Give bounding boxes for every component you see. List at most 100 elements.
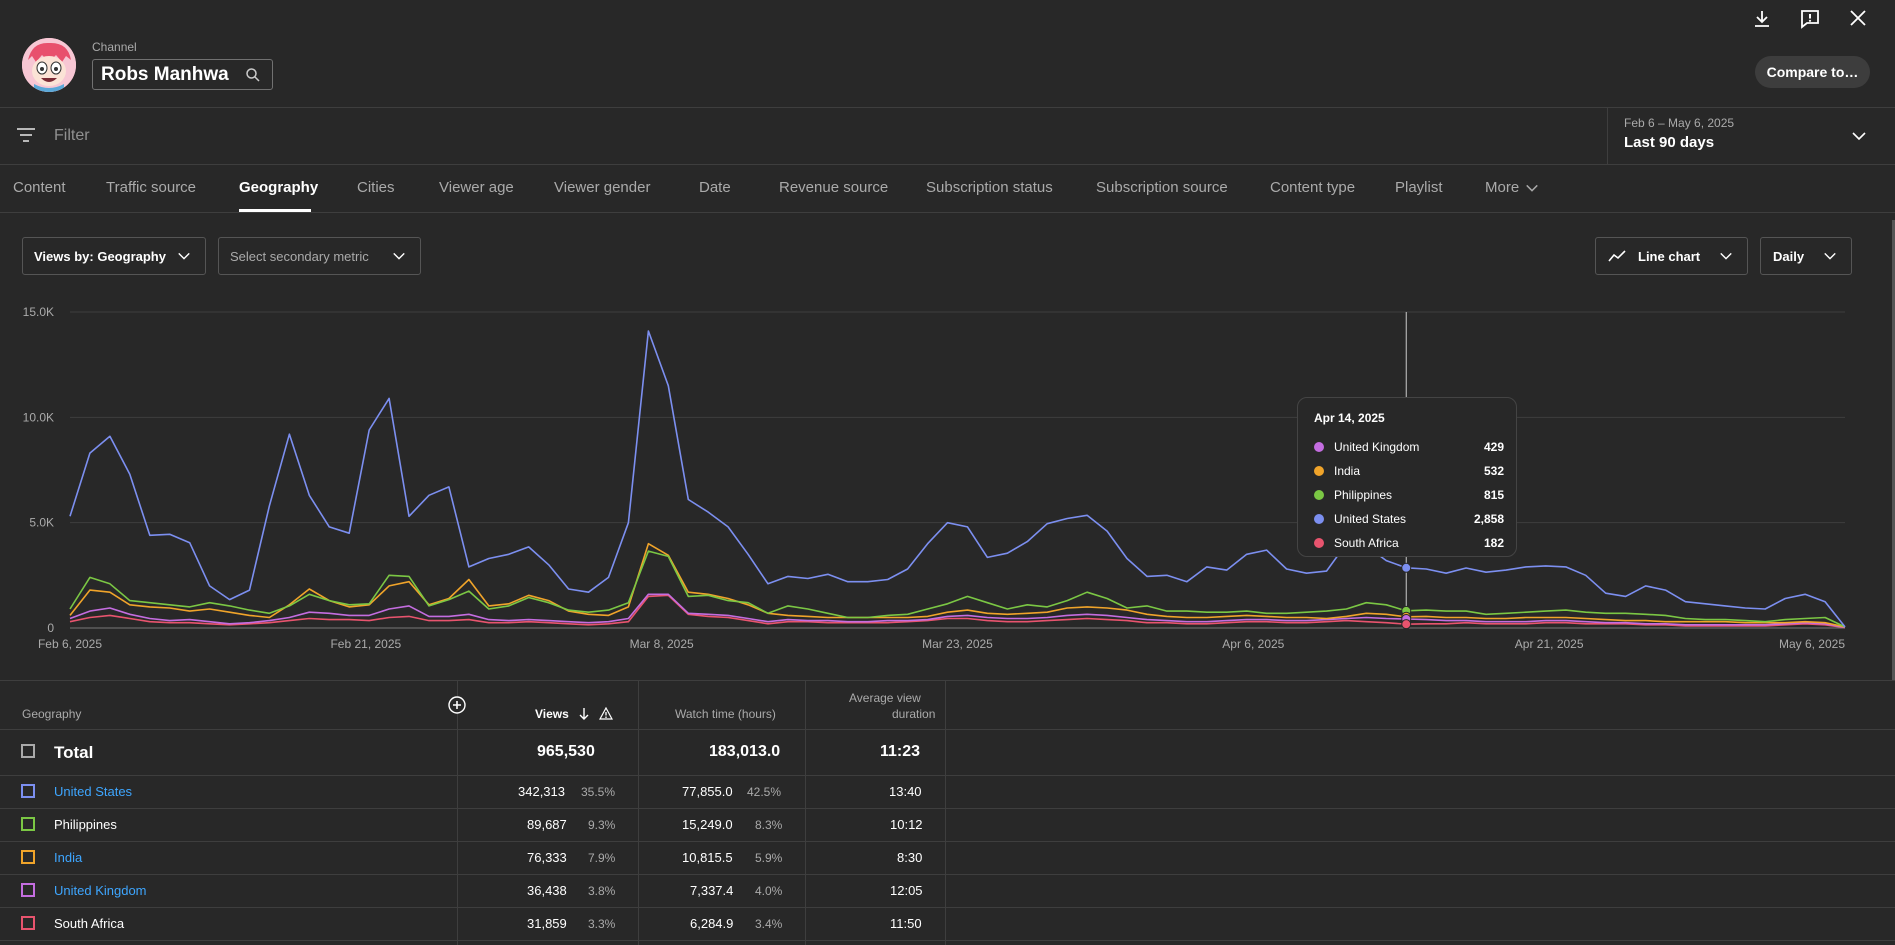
metric-dropdown[interactable]: Views by: Geography: [22, 237, 206, 275]
tab-content[interactable]: Content: [13, 179, 66, 196]
row-avd: 8:30: [897, 850, 923, 865]
tooltip-series-value: 182: [1483, 536, 1504, 550]
close-icon[interactable]: [1846, 6, 1870, 30]
row-checkbox[interactable]: [21, 784, 35, 798]
secondary-metric-dropdown[interactable]: Select secondary metric: [218, 237, 421, 275]
warning-icon: [599, 707, 613, 720]
tooltip-row: Philippines 815: [1314, 486, 1504, 504]
page-header: Channel Robs Manhwa Compare to…: [0, 0, 1895, 108]
date-range-selector[interactable]: [1607, 108, 1895, 164]
row-country[interactable]: United States: [54, 784, 133, 799]
row-watch: 10,815.5: [682, 850, 733, 865]
tab-cities[interactable]: Cities: [357, 179, 395, 196]
row-country[interactable]: South Africa: [54, 916, 125, 931]
total-checkbox[interactable]: [21, 744, 35, 758]
feedback-icon[interactable]: [1798, 7, 1822, 31]
interval-dropdown[interactable]: Daily: [1760, 237, 1852, 275]
tab-content-type[interactable]: Content type: [1270, 179, 1356, 196]
channel-selector[interactable]: Robs Manhwa: [92, 59, 273, 90]
tab-revenue-source[interactable]: Revenue source: [779, 179, 889, 196]
add-column-icon[interactable]: [448, 696, 466, 714]
tooltip-series-name: United States: [1334, 512, 1407, 526]
column-header-avd-line1[interactable]: Average view: [849, 691, 921, 705]
tab-viewer-gender[interactable]: Viewer gender: [554, 179, 651, 196]
tab-subscription-source[interactable]: Subscription source: [1096, 179, 1228, 196]
row-views: 89,687: [527, 817, 567, 832]
tooltip-date: Apr 14, 2025: [1314, 411, 1385, 425]
chevron-down-icon: [1526, 184, 1538, 192]
row-watch: 6,284.9: [690, 916, 734, 931]
table-row[interactable]: [0, 809, 1895, 842]
x-tick-label: May 6, 2025: [1779, 637, 1845, 651]
row-country[interactable]: India: [54, 850, 83, 865]
table-row[interactable]: [0, 875, 1895, 908]
chart-tooltip: Apr 14, 2025 United Kingdom 429 India 53…: [1297, 397, 1517, 557]
table-row[interactable]: [0, 908, 1895, 941]
tab-more[interactable]: More: [1485, 179, 1539, 196]
series-line-south-africa: [69, 594, 1846, 629]
row-checkbox[interactable]: [21, 883, 35, 897]
x-tick-label: Apr 21, 2025: [1515, 637, 1584, 651]
row-watch-pct: 5.9%: [755, 851, 783, 865]
row-checkbox[interactable]: [21, 817, 35, 831]
column-header-views[interactable]: Views: [535, 707, 569, 721]
scrollbar[interactable]: [1892, 220, 1895, 680]
tab-date[interactable]: Date: [699, 179, 731, 196]
filter-icon[interactable]: [15, 126, 37, 144]
row-checkbox[interactable]: [21, 850, 35, 864]
legend-dot: [1314, 442, 1324, 452]
compare-to-button[interactable]: Compare to…: [1755, 56, 1870, 88]
row-views: 36,438: [527, 883, 567, 898]
tooltip-row: United States 2,858: [1314, 510, 1504, 528]
tab-subscription-status[interactable]: Subscription status: [926, 179, 1053, 196]
y-tick-label: 15.0K: [23, 305, 54, 319]
series-line-united-kingdom: [69, 593, 1846, 629]
channel-avatar[interactable]: [22, 38, 76, 92]
series-line-philippines: [69, 550, 1846, 628]
row-country[interactable]: United Kingdom: [54, 883, 147, 898]
date-preset-text: Last 90 days: [1624, 134, 1715, 151]
y-tick-label: 5.0K: [29, 516, 54, 530]
row-views: 31,859: [527, 916, 567, 931]
chart-type-label: Line chart: [1638, 248, 1701, 264]
line-chart-icon: [1608, 250, 1626, 262]
x-tick-label: Mar 8, 2025: [630, 637, 694, 651]
chevron-down-icon[interactable]: [1851, 128, 1867, 144]
row-checkbox[interactable]: [21, 916, 35, 930]
filter-input[interactable]: Filter: [54, 127, 90, 144]
table-row[interactable]: [0, 776, 1895, 809]
column-header-avd-line2[interactable]: duration: [892, 707, 936, 721]
row-watch: 15,249.0: [682, 817, 733, 832]
total-views: 965,530: [537, 743, 595, 760]
chart-type-dropdown[interactable]: Line chart: [1595, 237, 1748, 275]
search-icon[interactable]: [244, 66, 262, 84]
hover-point: [1401, 562, 1412, 573]
total-watch-time: 183,013.0: [709, 743, 781, 760]
row-country[interactable]: Philippines: [54, 817, 117, 832]
x-tick-label: Apr 6, 2025: [1222, 637, 1284, 651]
views-line-chart[interactable]: 15.0K 10.0K 5.0K 0 Feb 6, 2025 Feb 21, 2025 Ma…: [0, 300, 1895, 660]
tab-viewer-age[interactable]: Viewer age: [439, 179, 514, 196]
tooltip-row: India 532: [1314, 462, 1504, 480]
row-views: 76,333: [527, 850, 567, 865]
chevron-down-icon: [178, 252, 190, 260]
tab-geography[interactable]: Geography: [239, 179, 319, 196]
tab-traffic-source[interactable]: Traffic source: [106, 179, 197, 196]
table-row[interactable]: [0, 842, 1895, 875]
chevron-down-icon: [1720, 252, 1732, 260]
interval-label: Daily: [1773, 248, 1805, 264]
column-header-watch-time[interactable]: Watch time (hours): [675, 707, 776, 721]
row-views: 342,313: [518, 784, 565, 799]
sort-descending-icon[interactable]: [578, 707, 590, 721]
row-views-pct: 35.5%: [581, 785, 616, 799]
tab-playlist[interactable]: Playlist: [1395, 179, 1443, 196]
row-avd: 11:50: [890, 916, 922, 931]
tooltip-series-name: South Africa: [1334, 536, 1399, 550]
column-header-geography[interactable]: Geography: [22, 707, 82, 721]
row-watch-pct: 42.5%: [747, 785, 782, 799]
secondary-metric-label: Select secondary metric: [230, 248, 369, 264]
tab-more-label: More: [1485, 179, 1520, 196]
download-icon[interactable]: [1750, 7, 1774, 31]
table-total-row: [0, 728, 1895, 776]
legend-dot: [1314, 538, 1324, 548]
